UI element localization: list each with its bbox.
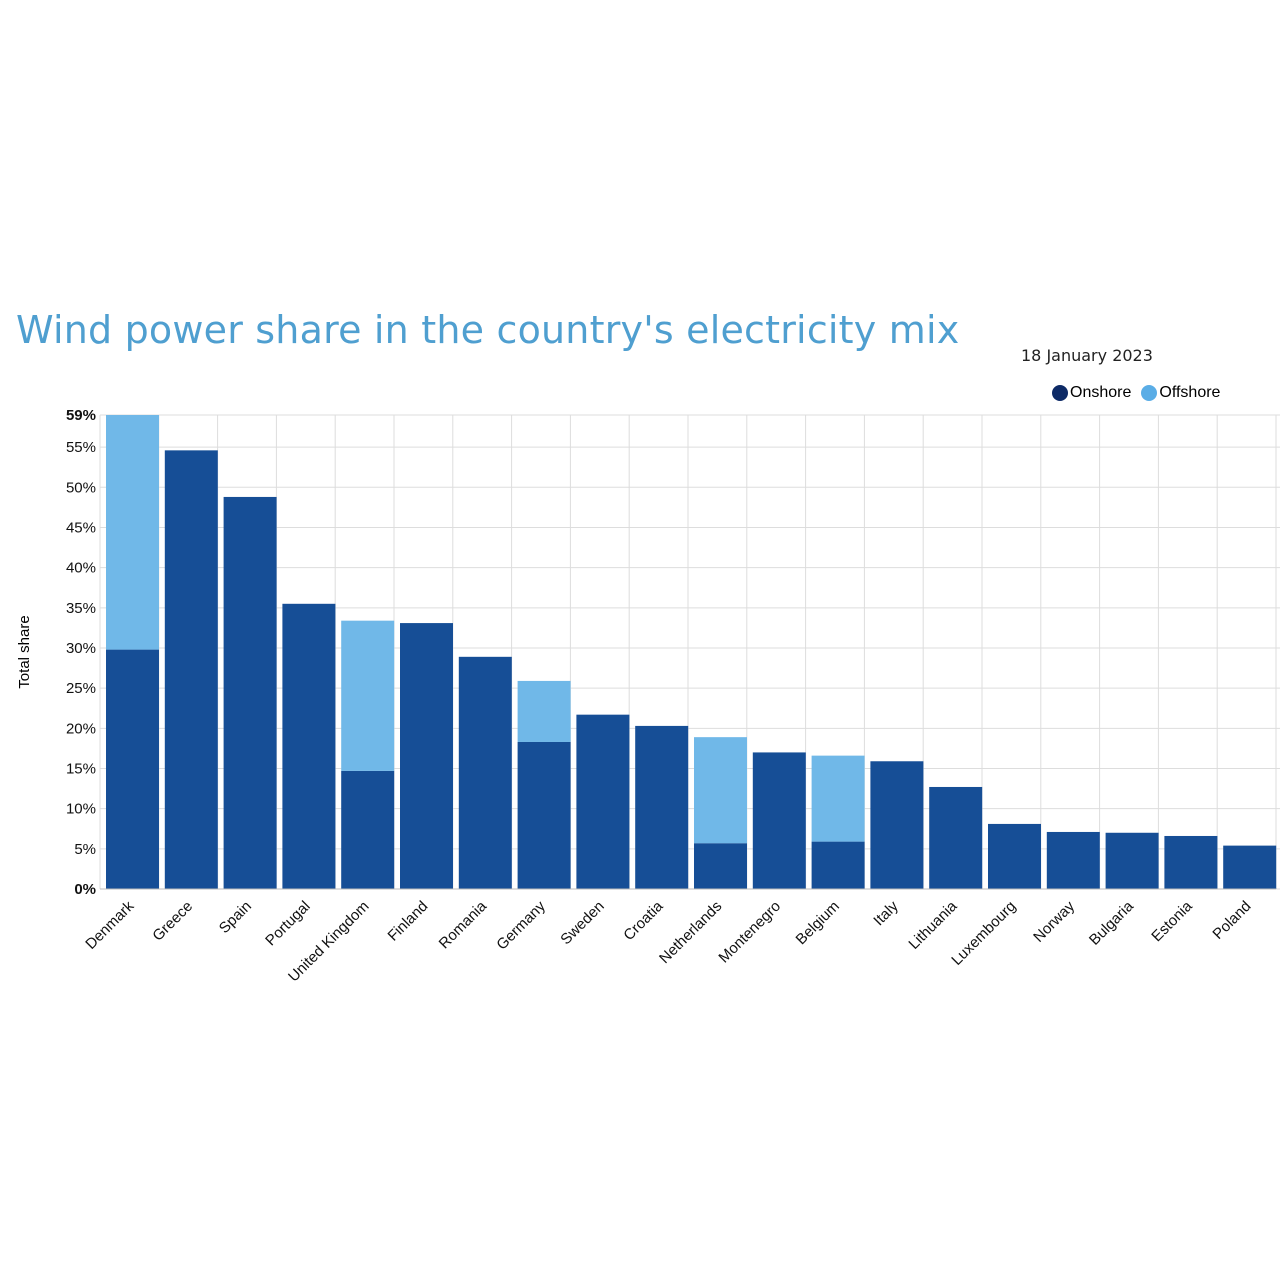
bar-onshore: [1164, 835, 1218, 889]
x-tick-label: Greece: [149, 898, 196, 945]
x-tick-label: Finland: [385, 898, 432, 945]
y-axis-title: Total share: [16, 615, 33, 688]
y-tick-label: 10%: [66, 801, 96, 818]
bar-offshore: [694, 737, 747, 844]
bar-offshore: [811, 755, 865, 842]
bar-onshore: [752, 752, 806, 889]
x-tick-label: Denmark: [82, 897, 137, 952]
x-tick-label: Germany: [493, 897, 549, 953]
bar-onshore: [1046, 831, 1100, 889]
y-tick-label: 55%: [66, 439, 96, 456]
legend-swatch-onshore: [1052, 385, 1068, 401]
legend-label-offshore: Offshore: [1159, 384, 1221, 401]
x-tick-label: Bulgaria: [1086, 897, 1137, 948]
x-tick-label: Belgium: [793, 898, 843, 948]
bar-onshore: [517, 741, 571, 889]
legend-item-onshore: Onshore: [1052, 384, 1131, 402]
x-tick-label: Portugal: [262, 898, 314, 950]
y-tick-label: 40%: [66, 560, 96, 577]
x-tick-label: Sweden: [557, 898, 607, 948]
y-tick-label: 35%: [66, 600, 96, 617]
y-tick-label: 59%: [66, 407, 96, 424]
y-tick-label: 45%: [66, 519, 96, 536]
y-tick-label: 50%: [66, 479, 96, 496]
y-tick-label: 20%: [66, 720, 96, 737]
bar-onshore: [1105, 832, 1159, 889]
x-tick-label: Poland: [1209, 898, 1254, 943]
legend-swatch-offshore: [1141, 385, 1158, 401]
x-tick-label: Croatia: [620, 897, 667, 944]
bar-onshore: [870, 761, 924, 889]
y-tick-label: 30%: [66, 640, 96, 657]
legend: Onshore Offshore: [1052, 384, 1220, 402]
bar-onshore: [164, 450, 218, 889]
bar-onshore: [282, 603, 336, 889]
bar-offshore: [517, 680, 571, 742]
x-tick-label: Romania: [436, 897, 491, 952]
chart-date: 18 January 2023: [1021, 346, 1153, 365]
x-tick-label: Spain: [216, 898, 255, 937]
y-tick-label: 25%: [66, 680, 96, 697]
x-tick-label: Lithuania: [905, 897, 961, 953]
bar-onshore: [576, 714, 630, 889]
y-tick-label: 15%: [66, 760, 96, 777]
bar-onshore: [694, 843, 747, 889]
x-tick-label: Estonia: [1148, 897, 1196, 945]
bar-onshore: [1223, 845, 1277, 889]
x-tick-label: Montenegro: [715, 898, 784, 967]
bar-onshore: [929, 786, 983, 889]
bar-onshore: [988, 823, 1041, 889]
x-tick-label: Norway: [1030, 897, 1078, 945]
bar-onshore: [106, 649, 159, 889]
bar-onshore: [341, 770, 395, 889]
bar-onshore: [400, 623, 453, 889]
x-tick-label: Italy: [870, 897, 902, 929]
y-tick-label: 0%: [74, 881, 96, 898]
bar-offshore: [341, 620, 395, 771]
bar-onshore: [635, 725, 689, 889]
bar-onshore: [458, 656, 512, 889]
bar-onshore: [811, 841, 865, 889]
bar-offshore: [106, 415, 159, 650]
y-tick-label: 5%: [74, 841, 96, 858]
legend-label-onshore: Onshore: [1070, 384, 1132, 401]
chart-title: Wind power share in the country's electr…: [16, 308, 960, 352]
legend-item-offshore: Offshore: [1141, 384, 1220, 402]
bar-onshore: [223, 496, 277, 889]
x-tick-label: Netherlands: [656, 898, 725, 967]
